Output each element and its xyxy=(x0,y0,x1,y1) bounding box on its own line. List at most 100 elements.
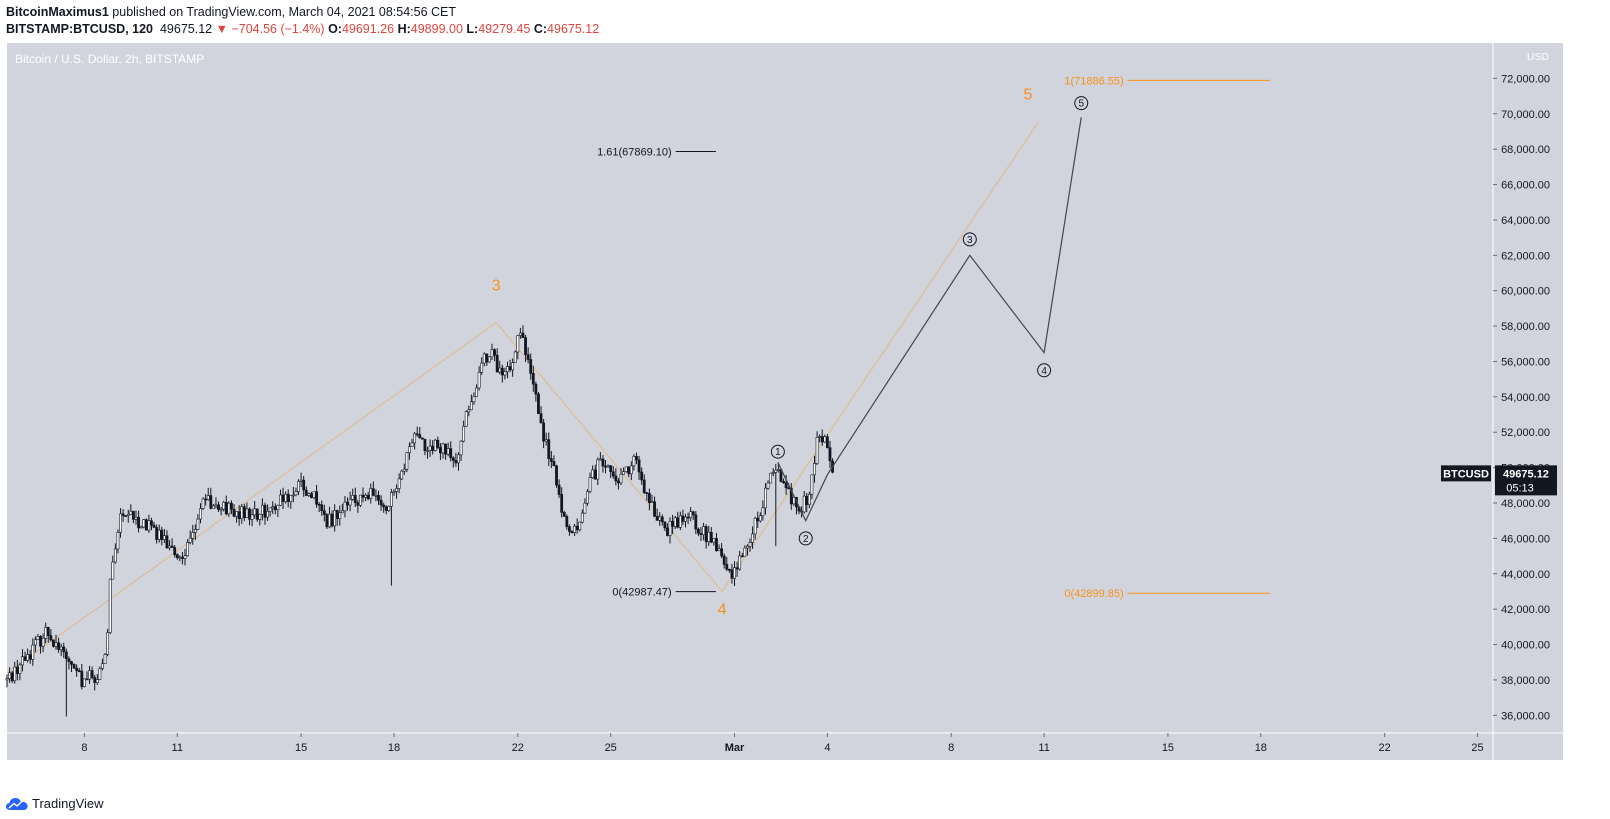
wave-number: 4 xyxy=(1041,366,1047,377)
fib-level-label: 0(42987.47) xyxy=(612,587,671,599)
candle xyxy=(431,440,435,455)
candle-body xyxy=(810,474,814,495)
y-tick-label: 62,000.00 xyxy=(1501,250,1550,262)
candle xyxy=(284,491,288,504)
candle-body xyxy=(537,393,540,414)
candle xyxy=(717,544,721,552)
candle-body xyxy=(181,556,184,559)
candle xyxy=(449,441,453,462)
candle xyxy=(446,442,450,457)
symbol-name[interactable]: BITSTAMP:BTCUSD, 120 xyxy=(6,22,154,36)
candle xyxy=(645,491,649,501)
candle xyxy=(697,527,700,537)
candle xyxy=(253,501,257,519)
y-axis-area[interactable] xyxy=(1493,43,1563,760)
plot-area[interactable] xyxy=(7,43,1493,733)
candle xyxy=(678,511,682,531)
candle xyxy=(351,488,355,501)
x-tick-label: Mar xyxy=(725,742,745,754)
candle xyxy=(31,638,35,666)
candle-body xyxy=(245,508,249,518)
candle xyxy=(702,522,705,541)
candle xyxy=(650,494,654,504)
candle xyxy=(139,525,143,529)
candle-body xyxy=(5,678,9,681)
candle-body xyxy=(44,627,48,639)
candle-body xyxy=(689,511,693,519)
candle xyxy=(441,442,445,459)
candle-body xyxy=(686,516,690,519)
candle-body xyxy=(57,642,60,650)
candle-body xyxy=(454,460,458,464)
candle-body xyxy=(258,513,262,520)
candle-body xyxy=(59,646,63,650)
candle xyxy=(761,500,765,521)
candle xyxy=(335,509,339,526)
candle xyxy=(57,637,60,653)
candle xyxy=(715,532,718,552)
candle-body xyxy=(113,548,117,563)
candle-body xyxy=(802,495,806,513)
candle xyxy=(173,545,177,558)
tradingview-cloud-icon[interactable] xyxy=(6,797,28,811)
candle xyxy=(464,410,468,427)
candle-body xyxy=(580,512,584,523)
candle xyxy=(606,464,610,468)
candle xyxy=(392,489,396,496)
candle-body xyxy=(211,505,215,509)
author-name[interactable]: BitcoinMaximus1 xyxy=(6,5,109,19)
candle xyxy=(13,661,17,684)
y-tick-label: 46,000.00 xyxy=(1501,533,1550,545)
candle-body xyxy=(119,513,122,533)
candle xyxy=(162,528,166,544)
candle xyxy=(144,518,148,531)
candle-body xyxy=(242,506,246,518)
candle xyxy=(389,488,393,586)
candle-body xyxy=(276,504,280,510)
candle xyxy=(691,510,695,520)
candle-body xyxy=(418,434,422,439)
candle xyxy=(299,472,303,488)
candle-body xyxy=(371,488,375,496)
candle xyxy=(655,508,659,521)
brand-name[interactable]: TradingView xyxy=(32,796,104,811)
candle xyxy=(542,418,546,449)
orange-wave-segment xyxy=(495,322,723,592)
candle xyxy=(482,352,486,367)
candle xyxy=(727,568,731,573)
candle-body xyxy=(408,446,411,453)
y-tick-label: 44,000.00 xyxy=(1501,569,1550,581)
y-tick-label: 40,000.00 xyxy=(1501,640,1550,652)
candle-body xyxy=(534,383,538,395)
open-value: 49691.26 xyxy=(341,22,395,36)
candle-body xyxy=(219,508,223,511)
candle-body xyxy=(743,547,747,557)
candle-body xyxy=(39,636,42,647)
candle-body xyxy=(322,510,326,515)
candle-body xyxy=(353,495,357,503)
low-value: 49279.45 xyxy=(478,22,531,36)
candle-body xyxy=(62,646,66,653)
candle xyxy=(686,512,690,524)
candle-body xyxy=(691,511,695,516)
candle-body xyxy=(462,425,466,442)
x-axis-area[interactable] xyxy=(7,733,1493,760)
candle-body xyxy=(586,491,589,504)
candle xyxy=(477,366,481,391)
candle xyxy=(604,460,607,474)
candle-body xyxy=(289,495,293,502)
candle-body xyxy=(299,479,303,482)
candle xyxy=(199,503,202,524)
candle xyxy=(684,513,687,528)
candle xyxy=(642,474,646,495)
candle xyxy=(384,505,388,515)
candle-body xyxy=(142,519,146,528)
symbol-badge-text: BTCUSD xyxy=(1443,468,1489,480)
candle-body xyxy=(346,501,349,506)
chart-header: BitcoinMaximus1 published on TradingView… xyxy=(6,4,599,38)
x-tick-label: 4 xyxy=(824,742,830,754)
candle-body xyxy=(508,366,512,371)
candle-body xyxy=(498,367,502,373)
candle xyxy=(160,526,164,546)
